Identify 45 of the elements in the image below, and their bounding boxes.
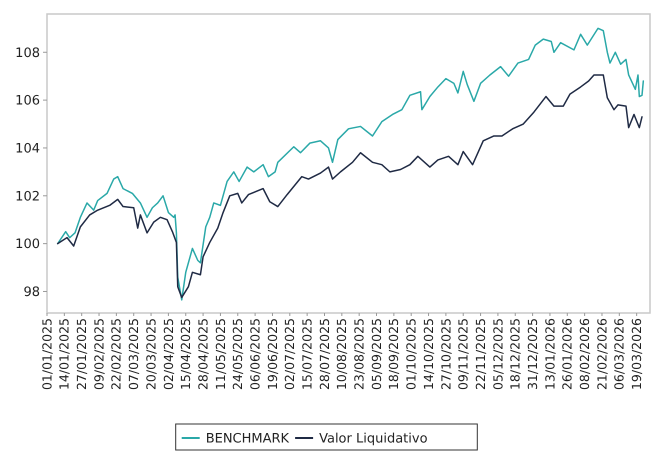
x-tick-label: 14/10/2025 bbox=[420, 318, 436, 390]
legend-label: BENCHMARK bbox=[206, 432, 290, 447]
x-tick-label: 28/07/2025 bbox=[316, 318, 332, 390]
x-tick-label: 01/10/2025 bbox=[404, 318, 419, 390]
x-tick-label: 14/01/2025 bbox=[56, 318, 72, 390]
y-tick-label: 100 bbox=[15, 237, 40, 252]
x-tick-label: 18/09/2025 bbox=[386, 318, 402, 390]
x-tick-label: 31/12/2025 bbox=[524, 318, 540, 390]
x-tick-label: 02/04/2025 bbox=[160, 318, 176, 390]
x-tick-label: 22/11/2025 bbox=[472, 318, 488, 390]
y-tick-label: 98 bbox=[23, 285, 40, 300]
x-tick-label: 05/09/2025 bbox=[368, 318, 384, 390]
x-tick-label: 26/01/2026 bbox=[560, 318, 575, 390]
x-tick-label: 09/11/2025 bbox=[456, 318, 471, 390]
y-tick-label: 102 bbox=[15, 189, 40, 204]
x-tick-label: 18/12/2025 bbox=[508, 318, 523, 390]
x-tick-label: 09/02/2025 bbox=[91, 318, 106, 390]
x-tick-label: 13/01/2026 bbox=[542, 318, 558, 390]
x-tick-label: 28/04/2025 bbox=[195, 318, 210, 390]
x-tick-label: 24/05/2025 bbox=[230, 318, 246, 390]
x-tick-label: 06/03/2026 bbox=[612, 318, 627, 390]
x-tick-label: 20/03/2025 bbox=[143, 318, 158, 390]
y-tick-label: 104 bbox=[15, 142, 40, 156]
x-tick-label: 07/03/2025 bbox=[126, 318, 142, 390]
x-tick-label: 10/08/2025 bbox=[334, 318, 350, 390]
legend-label: Valor Liquidativo bbox=[319, 432, 428, 447]
x-tick-label: 23/08/2025 bbox=[352, 318, 367, 390]
x-tick-label: 19/06/2025 bbox=[264, 318, 280, 390]
x-tick-label: 06/06/2025 bbox=[247, 318, 262, 390]
line-series bbox=[56, 74, 643, 298]
x-tick-label: 22/02/2025 bbox=[108, 318, 124, 390]
x-tick-label: 19/03/2026 bbox=[629, 318, 644, 390]
y-tick-label: 106 bbox=[15, 94, 40, 109]
x-tick-label: 05/12/2025 bbox=[490, 318, 506, 390]
x-tick-label: 08/02/2026 bbox=[577, 318, 592, 390]
x-tick-label: 27/10/2025 bbox=[438, 318, 454, 390]
y-tick-label: 108 bbox=[15, 46, 40, 61]
x-tick-label: 01/01/2025 bbox=[39, 318, 54, 390]
x-tick-label: 27/01/2025 bbox=[74, 318, 90, 390]
x-tick-label: 15/07/2025 bbox=[300, 318, 315, 390]
x-tick-label: 02/07/2025 bbox=[282, 318, 298, 390]
x-tick-label: 15/04/2025 bbox=[178, 318, 194, 390]
x-tick-label: 21/02/2026 bbox=[594, 318, 610, 390]
x-tick-label: 11/05/2025 bbox=[212, 318, 228, 390]
line-series bbox=[56, 28, 644, 301]
